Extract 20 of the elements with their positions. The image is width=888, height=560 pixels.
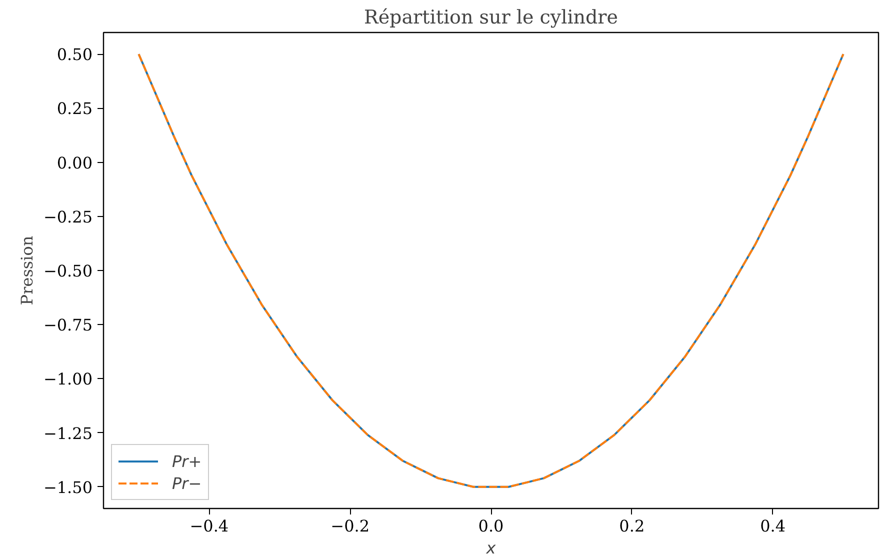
- x-tick-label: −0.2: [330, 516, 370, 536]
- legend-label: Pr+: [172, 452, 202, 470]
- x-axis-title: x: [485, 538, 496, 558]
- y-tick-label: −0.50: [43, 262, 92, 280]
- x-tick-label: 0.2: [619, 516, 645, 536]
- y-tick-label: −0.75: [43, 316, 92, 335]
- y-tick-label: −0.25: [43, 207, 92, 226]
- line-series: [138, 53, 844, 488]
- x-tick-label: 0.0: [478, 516, 504, 536]
- x-tick-label: 0.4: [760, 516, 786, 536]
- y-tick-label: −1.50: [43, 478, 92, 497]
- y-tick-label: −1.00: [43, 370, 92, 389]
- legend-label: Pr−: [172, 474, 202, 492]
- y-tick-label: −1.25: [43, 424, 92, 443]
- y-tick-label: 0.25: [56, 99, 92, 118]
- y-tick-label: 0.50: [56, 45, 92, 64]
- chart-title: Répartition sur le cylindre: [364, 6, 618, 28]
- y-tick-label: 0.00: [56, 153, 92, 172]
- x-tick-label: −0.4: [190, 516, 229, 536]
- y-axis-title: Pression: [17, 236, 36, 306]
